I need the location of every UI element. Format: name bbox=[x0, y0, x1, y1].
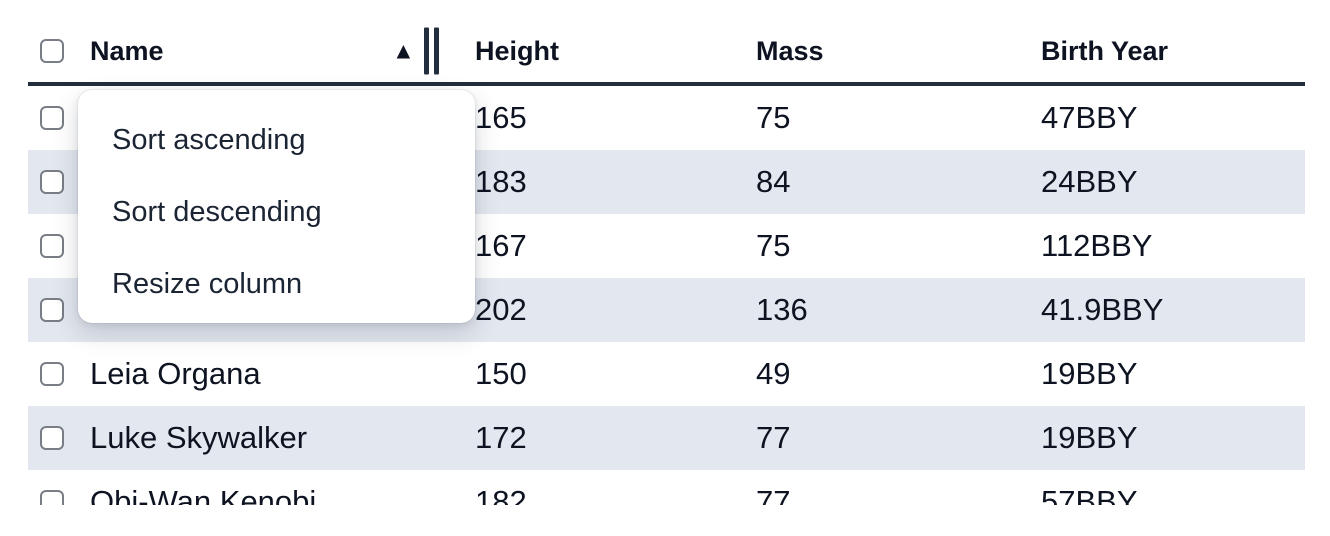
cell-name: Leia Organa bbox=[90, 356, 261, 391]
cell-birth-year: 19BBY bbox=[1041, 420, 1138, 455]
cell-birth-year: 19BBY bbox=[1041, 356, 1138, 391]
row-checkbox[interactable] bbox=[40, 298, 64, 322]
cell-height: 172 bbox=[475, 420, 527, 455]
cell-birth-year: 57BBY bbox=[1041, 484, 1138, 505]
characters-table: Name ▲ Height Mass Birth Year 165 75 47B… bbox=[28, 20, 1305, 505]
table-row: Leia Organa 150 49 19BBY bbox=[28, 342, 1305, 406]
table-row: Luke Skywalker 172 77 19BBY bbox=[28, 406, 1305, 470]
cell-height: 183 bbox=[475, 164, 527, 199]
table-row: Obi-Wan Kenobi 182 77 57BBY bbox=[28, 470, 1305, 505]
cell-height: 150 bbox=[475, 356, 527, 391]
table-row: 202 136 41.9BBY bbox=[28, 278, 1305, 342]
row-checkbox[interactable] bbox=[40, 234, 64, 258]
cell-birth-year: 112BBY bbox=[1041, 228, 1153, 263]
cell-height: 167 bbox=[475, 228, 527, 263]
row-checkbox[interactable] bbox=[40, 426, 64, 450]
column-header-height[interactable]: Height bbox=[475, 35, 559, 66]
table-row: 167 75 112BBY bbox=[28, 214, 1305, 278]
menu-item-sort-descending[interactable]: Sort descending bbox=[112, 195, 322, 228]
cell-name: Obi-Wan Kenobi bbox=[90, 484, 317, 505]
cell-mass: 84 bbox=[756, 164, 791, 199]
cell-height: 202 bbox=[475, 292, 527, 327]
cell-mass: 75 bbox=[756, 100, 791, 135]
table-header-row: Name ▲ Height Mass Birth Year bbox=[28, 20, 1305, 86]
row-checkbox[interactable] bbox=[40, 362, 64, 386]
row-checkbox[interactable] bbox=[40, 106, 64, 130]
cell-mass: 77 bbox=[756, 484, 791, 505]
row-checkbox[interactable] bbox=[40, 490, 64, 505]
column-header-birth-year[interactable]: Birth Year bbox=[1041, 35, 1169, 66]
column-header-name-label: Name bbox=[90, 35, 164, 66]
cell-height: 182 bbox=[475, 484, 527, 505]
menu-item-resize-column[interactable]: Resize column bbox=[112, 267, 303, 300]
cell-name: Luke Skywalker bbox=[90, 420, 308, 455]
cell-birth-year: 24BBY bbox=[1041, 164, 1138, 199]
column-context-menu: Sort ascending Sort descending Resize co… bbox=[78, 90, 475, 323]
select-all-cell bbox=[28, 39, 90, 63]
select-all-checkbox[interactable] bbox=[40, 39, 64, 63]
sort-ascending-icon: ▲ bbox=[392, 37, 415, 64]
table-row: 165 75 47BBY bbox=[28, 86, 1305, 150]
cell-mass: 75 bbox=[756, 228, 791, 263]
cell-height: 165 bbox=[475, 100, 527, 135]
cell-birth-year: 41.9BBY bbox=[1041, 292, 1164, 327]
table-body: 165 75 47BBY 183 84 24BBY 167 75 112BBY … bbox=[28, 86, 1305, 505]
column-header-name[interactable]: Name ▲ bbox=[90, 20, 475, 82]
cell-mass: 136 bbox=[756, 292, 808, 327]
column-resize-handle-icon[interactable] bbox=[424, 27, 439, 75]
cell-birth-year: 47BBY bbox=[1041, 100, 1138, 135]
column-header-mass[interactable]: Mass bbox=[756, 35, 824, 66]
row-checkbox[interactable] bbox=[40, 170, 64, 194]
cell-mass: 49 bbox=[756, 356, 791, 391]
menu-item-sort-ascending[interactable]: Sort ascending bbox=[112, 123, 306, 156]
cell-mass: 77 bbox=[756, 420, 791, 455]
